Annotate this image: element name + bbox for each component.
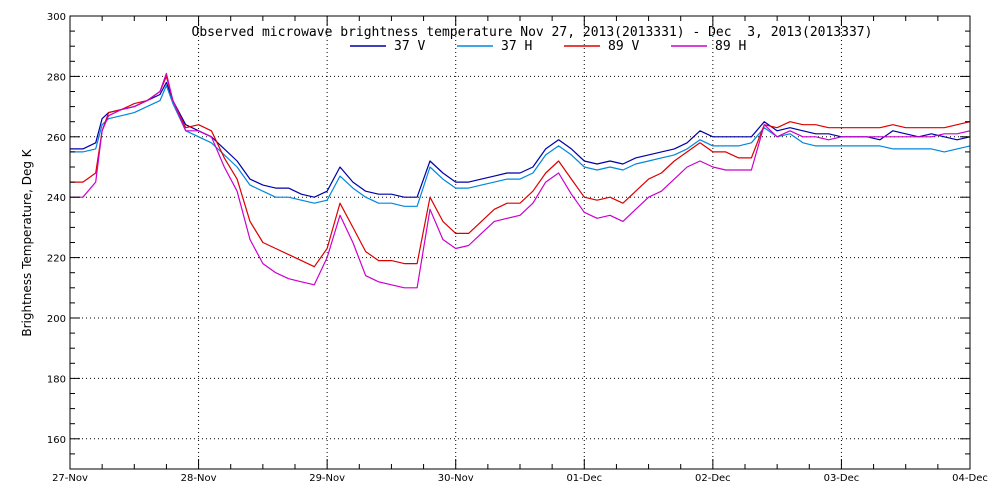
legend-label: 89 H — [715, 39, 746, 54]
y-tick-label: 280 — [47, 72, 66, 83]
series-line-37-h — [70, 84, 971, 207]
series-line-89-v — [70, 75, 971, 268]
x-tick-label: 28-Nov — [181, 473, 217, 484]
y-tick-label: 300 — [47, 12, 66, 23]
y-axis-title: Brightness Temperature, Deg K — [20, 148, 34, 336]
x-tick-label: 30-Nov — [438, 473, 474, 484]
y-tick-label: 260 — [47, 133, 66, 144]
x-tick-label: 03-Dec — [824, 473, 860, 484]
series-lines — [70, 72, 971, 289]
y-tick-label: 200 — [47, 314, 66, 325]
legend-label: 37 H — [501, 39, 532, 54]
legend: 37 V 37 H 89 V 89 H — [350, 39, 746, 54]
plot-background — [70, 16, 970, 469]
x-tick-label: 27-Nov — [52, 473, 88, 484]
x-tick-label: 02-Dec — [695, 473, 731, 484]
x-tick-label: 04-Dec — [952, 473, 988, 484]
x-tick-label: 01-Dec — [566, 473, 602, 484]
legend-label: 37 V — [394, 39, 425, 54]
chart-title: Observed microwave brightness temperatur… — [192, 25, 873, 40]
y-tick-label: 180 — [47, 374, 66, 385]
y-tick-label: 220 — [47, 254, 66, 265]
x-tick-labels: 27-Nov 28-Nov 29-Nov 30-Nov 01-Dec 02-Dec 03-D… — [52, 473, 988, 484]
y-tick-label: 160 — [47, 435, 66, 446]
x-tick-label: 29-Nov — [309, 473, 345, 484]
y-tick-label: 240 — [47, 193, 66, 204]
axis-ticks — [69, 15, 971, 470]
series-line-89-h — [70, 72, 971, 289]
y-tick-labels: 160 180 200 220 240 260 280 300 — [47, 12, 66, 446]
legend-label: 89 V — [608, 39, 639, 54]
